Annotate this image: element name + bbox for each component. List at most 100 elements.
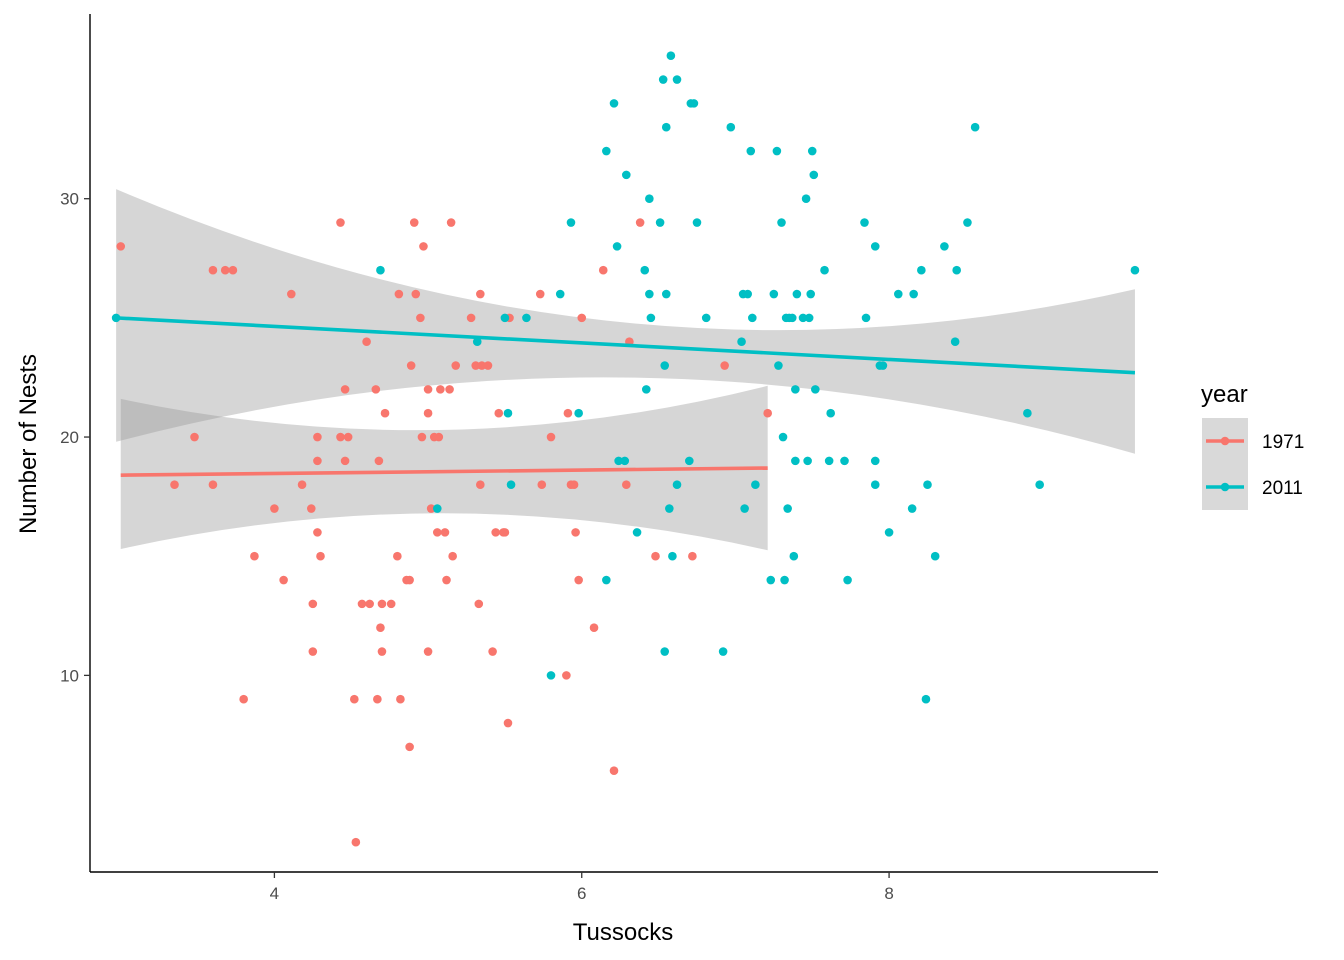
data-point-1971 [313,432,322,442]
data-point-2011 [774,361,783,370]
data-point-1971 [609,766,619,776]
data-point-1971 [440,528,450,537]
data-point-1971 [220,265,230,275]
data-point-1971 [419,242,428,251]
data-point-1971 [426,504,436,513]
y-axis-title: Number of Nests [15,354,42,534]
data-point-2011 [1130,265,1140,275]
data-point-2011 [840,456,849,466]
data-point-2011 [692,218,702,227]
data-point-2011 [766,575,776,585]
data-point-2011 [746,146,756,156]
data-point-2011 [640,265,650,275]
data-point-2011 [111,313,121,323]
data-point-2011 [917,265,926,275]
data-point-2011 [665,504,674,513]
data-point-1971 [451,361,461,370]
data-point-1971 [250,551,259,561]
data-point-2011 [701,313,711,323]
data-point-1971 [562,671,571,680]
data-point-2011 [923,480,932,490]
data-point-1971 [434,432,444,442]
data-point-1971 [466,313,476,323]
data-point-1971 [445,385,454,394]
x-tick-label: 8 [884,884,893,903]
data-point-1971 [651,551,660,561]
data-point-1971 [362,337,371,347]
data-point-2011 [566,218,576,227]
data-point-1971 [239,694,248,704]
data-point-2011 [661,289,671,299]
data-point-1971 [376,623,385,633]
data-point-1971 [488,647,497,656]
data-point-2011 [824,456,834,466]
data-point-1971 [170,480,179,490]
trend-line-2011 [116,316,1136,375]
data-point-1971 [416,313,425,323]
data-point-2011 [791,456,800,466]
y-tick-label: 30 [60,190,79,209]
data-point-1971 [406,361,416,370]
data-point-2011 [472,337,482,347]
data-point-2011 [609,99,619,108]
data-point-1971 [377,647,387,656]
data-point-2011 [826,408,835,418]
x-tick-label: 4 [270,884,279,903]
data-point-2011 [726,122,736,132]
data-point-2011 [772,146,782,156]
data-point-1971 [763,408,772,418]
data-point-2011 [743,289,753,299]
data-point-1971 [622,480,631,490]
data-point-2011 [622,170,631,180]
data-point-1971 [500,528,510,537]
data-point-2011 [555,289,565,299]
data-point-2011 [930,551,940,561]
trend-line-1971 [120,466,768,477]
data-point-1971 [228,265,238,275]
data-point-2011 [769,289,779,299]
data-point-1971 [308,599,318,609]
data-point-1971 [374,456,384,466]
data-point-1971 [571,528,580,537]
data-point-1971 [405,742,414,752]
data-point-1971 [417,432,427,442]
trend-lines [116,316,1136,477]
legend-label-2011: 2011 [1262,478,1303,499]
data-point-2011 [672,480,682,490]
data-point-1971 [350,694,359,704]
data-point-2011 [740,504,749,513]
data-point-1971 [442,575,451,585]
confidence-bands [116,189,1135,551]
data-point-2011 [1035,480,1044,490]
data-point-2011 [870,242,880,251]
data-point-1971 [574,575,583,585]
data-point-2011 [804,313,814,323]
data-point-2011 [870,456,880,466]
data-point-2011 [641,385,651,394]
y-tick-label: 10 [60,666,79,685]
data-point-2011 [783,504,792,513]
data-point-1971 [351,837,361,847]
legend-label-1971: 1971 [1262,432,1304,453]
data-point-2011 [950,337,960,347]
confidence-band-1971 [120,385,768,551]
data-point-2011 [820,265,829,275]
data-point-1971 [373,694,382,704]
data-point-2011 [909,289,918,299]
data-point-1971 [537,480,547,490]
data-point-2011 [792,289,802,299]
data-point-2011 [1023,408,1032,418]
data-point-2011 [668,551,677,561]
data-point-1971 [396,694,405,704]
data-point-1971 [316,551,325,561]
x-axis-title: Tussocks [573,919,673,946]
data-point-1971 [436,385,445,394]
data-point-2011 [970,122,980,132]
data-point-2011 [789,551,799,561]
data-point-1971 [589,623,599,633]
data-point-1971 [476,480,485,490]
data-point-2011 [811,385,820,394]
data-point-2011 [546,671,556,680]
legend-key-point-1971 [1220,436,1230,446]
